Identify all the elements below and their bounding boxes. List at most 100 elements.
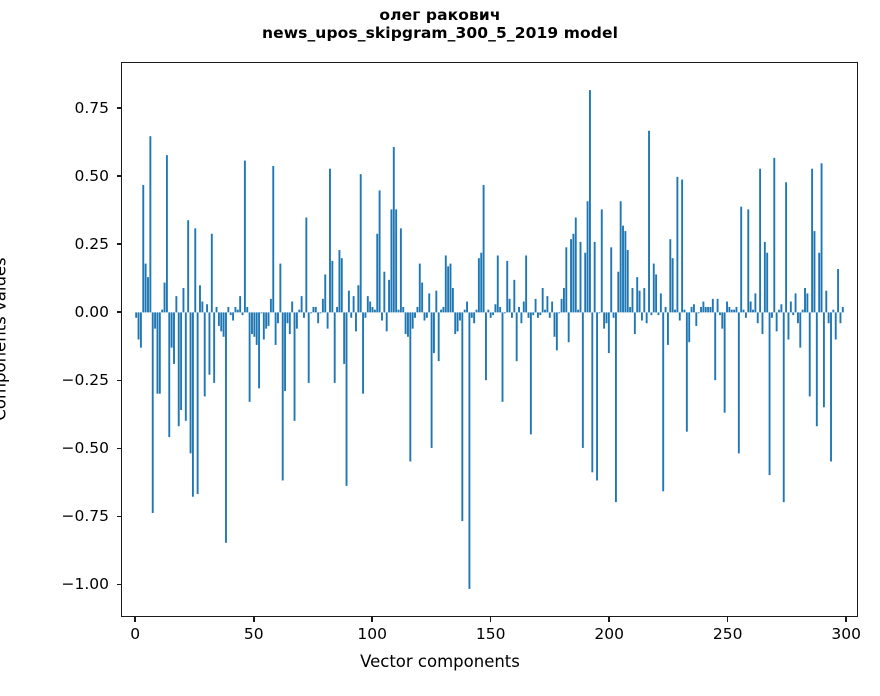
bar <box>345 312 348 486</box>
bar <box>364 312 367 318</box>
y-tick-label: 0.25 <box>74 235 109 254</box>
bar <box>210 233 213 313</box>
bar <box>390 209 393 313</box>
bar <box>288 312 291 335</box>
bar <box>638 290 641 313</box>
bar <box>683 309 686 313</box>
bar <box>825 290 828 313</box>
bar <box>142 184 145 313</box>
y-tick-label: −0.50 <box>61 439 110 458</box>
y-tick-label: 0.50 <box>74 167 109 186</box>
bar <box>804 287 806 313</box>
bar <box>305 217 308 313</box>
bar <box>737 312 740 454</box>
bar <box>610 247 613 313</box>
bar <box>182 287 185 313</box>
bar <box>537 312 539 318</box>
bar <box>456 312 459 332</box>
bar <box>206 304 209 313</box>
y-tick-label: 0.00 <box>74 303 109 322</box>
bar <box>399 228 402 313</box>
bar <box>329 168 331 313</box>
bar <box>310 312 313 314</box>
bar <box>735 306 738 313</box>
y-tick-mark <box>117 243 121 246</box>
bar <box>818 252 821 313</box>
bar <box>139 312 142 348</box>
bar <box>539 312 542 316</box>
bar <box>459 312 461 321</box>
bar <box>267 312 270 326</box>
x-tick-label: 200 <box>594 625 624 643</box>
bar <box>425 312 428 318</box>
bar <box>291 301 294 313</box>
bar <box>629 306 632 313</box>
bar <box>766 252 769 313</box>
bar <box>369 301 372 313</box>
bar <box>383 271 386 313</box>
bar <box>586 201 589 313</box>
bar <box>366 296 369 313</box>
bar <box>522 301 525 313</box>
bar <box>161 309 164 313</box>
bar <box>362 312 365 394</box>
y-tick-label: −0.75 <box>61 507 110 526</box>
bar <box>551 301 554 313</box>
bar <box>770 312 773 318</box>
x-tick-label: 300 <box>831 625 861 643</box>
bar <box>794 293 797 313</box>
bar <box>742 309 745 313</box>
bar <box>336 306 339 313</box>
bar <box>605 312 608 324</box>
bar <box>416 306 419 313</box>
bar <box>830 312 832 462</box>
y-tick-mark <box>117 311 121 314</box>
bar <box>343 312 346 364</box>
bar <box>435 290 438 313</box>
bar <box>645 312 648 324</box>
bar <box>515 312 518 362</box>
bar <box>331 260 334 313</box>
bar <box>170 312 173 348</box>
bar <box>144 263 147 313</box>
bar <box>756 312 759 324</box>
bar <box>529 312 532 435</box>
bar <box>752 309 754 313</box>
bar <box>165 155 168 313</box>
bar <box>676 176 679 313</box>
bar <box>520 312 523 324</box>
bar <box>307 312 310 383</box>
bar <box>175 296 178 313</box>
bar <box>421 282 424 313</box>
bar <box>763 241 766 313</box>
bar <box>284 312 287 392</box>
bar <box>598 312 601 314</box>
bar <box>553 312 556 337</box>
bar <box>347 290 350 313</box>
bar <box>489 312 492 318</box>
bar <box>692 304 695 313</box>
bar <box>541 287 544 313</box>
x-tick-mark <box>371 617 373 622</box>
y-tick-mark <box>117 379 121 382</box>
bar <box>619 201 622 313</box>
bar <box>248 312 251 402</box>
bar <box>220 312 223 332</box>
bar <box>418 263 421 313</box>
bar <box>184 312 187 421</box>
bar <box>841 306 844 313</box>
bar <box>203 312 206 397</box>
bar <box>662 312 665 492</box>
bar <box>324 274 327 313</box>
bar <box>567 312 570 343</box>
bar <box>388 279 391 313</box>
bar <box>163 282 166 313</box>
bar <box>711 298 714 313</box>
bar <box>156 312 159 394</box>
bar <box>723 312 726 413</box>
bar <box>761 312 764 335</box>
bar <box>274 312 277 345</box>
bar <box>137 312 140 340</box>
bar <box>664 306 667 313</box>
